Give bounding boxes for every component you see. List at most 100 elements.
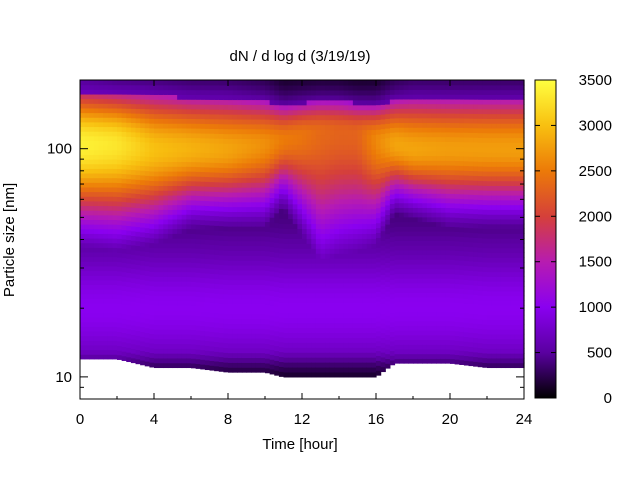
heatmap-cell [265,119,271,125]
heatmap-cell [380,216,386,222]
heatmap-cell [292,243,298,249]
heatmap-cell [154,142,160,148]
heatmap-cell [357,317,363,324]
heatmap-cell [103,326,109,332]
heatmap-cell [366,94,372,101]
heatmap-cell [348,104,354,111]
heatmap-cell [232,308,238,315]
heatmap-cell [103,126,109,132]
heatmap-cell [158,242,164,249]
heatmap-cell [334,297,340,304]
heatmap-cell [107,349,113,355]
heatmap-cell [154,309,160,316]
heatmap-cell [389,302,396,309]
heatmap-cell [265,201,271,208]
heatmap-cell [89,163,95,169]
heatmap-cell [362,258,368,264]
heatmap-cell [269,256,275,262]
heatmap-cell [436,353,442,359]
heatmap-cell [121,112,127,118]
heatmap-cell [228,240,234,247]
heatmap-cell [376,158,382,165]
heatmap-cell [246,143,252,149]
heatmap-cell [251,89,257,96]
heatmap-cell [269,128,275,135]
heatmap-cell [228,153,234,159]
heatmap-cell [186,132,192,139]
heatmap-cell [450,131,456,138]
heatmap-cell [394,212,400,218]
heatmap-cell [292,99,298,106]
heatmap-cell [140,326,146,333]
heatmap-cell [265,143,271,149]
heatmap-cell [302,307,308,314]
heatmap-cell [339,307,345,314]
heatmap-cell [315,159,322,165]
heatmap-cell [126,277,132,283]
heatmap-cell [218,298,224,304]
heatmap-cell [126,230,132,236]
heatmap-cell [426,344,433,350]
heatmap-cell [223,352,229,358]
heatmap-cell [89,159,95,165]
heatmap-cell [311,233,317,239]
heatmap-cell [232,89,238,96]
heatmap-cell [288,159,294,165]
heatmap-cell [343,174,349,180]
heatmap-cell [144,313,150,319]
heatmap-cell [80,261,86,267]
heatmap-cell [302,124,308,131]
heatmap-cell [228,299,234,305]
heatmap-cell [103,265,109,272]
heatmap-cell [394,306,400,312]
heatmap-cell [158,338,164,345]
heatmap-cell [237,235,243,242]
heatmap-cell [167,127,174,134]
heatmap-cell [422,292,428,298]
heatmap-cell [302,327,308,333]
heatmap-cell [422,179,428,185]
heatmap-cell [320,248,326,254]
heatmap-cell [218,337,224,343]
heatmap-cell [422,131,428,138]
heatmap-cell [121,313,127,319]
heatmap-cell [186,329,192,335]
heatmap-cell [191,108,197,115]
heatmap-cell [376,320,382,327]
heatmap-cell [246,187,252,193]
heatmap-cell [417,103,423,109]
heatmap-cell [343,139,349,145]
heatmap-cell [130,273,137,279]
heatmap-cell [320,292,326,299]
heatmap-cell [366,272,372,279]
heatmap-cell [107,344,113,351]
heatmap-cell [103,107,109,114]
heatmap-cell [431,146,437,152]
heatmap-cell [380,240,386,246]
heatmap-cell [436,315,442,322]
heatmap-cell [454,264,460,270]
heatmap-cell [348,371,354,378]
heatmap-cell [436,160,442,166]
heatmap-cell [144,84,150,91]
heatmap-cell [98,224,104,230]
heatmap-cell [385,108,391,115]
heatmap-cell [399,235,405,241]
heatmap-cell [98,247,104,253]
heatmap-cell [408,122,414,128]
heatmap-cell [454,113,460,119]
heatmap-cell [422,339,428,345]
heatmap-cell [232,303,238,310]
heatmap-cell [140,227,146,233]
heatmap-cell [255,191,261,198]
heatmap-cell [348,332,354,338]
heatmap-cell [431,113,437,119]
heatmap-cell [204,152,211,158]
heatmap-cell [348,292,354,299]
heatmap-cell [158,103,164,110]
heatmap-cell [339,243,345,249]
heatmap-cell [117,242,123,249]
heatmap-cell [348,263,354,269]
heatmap-cell [431,344,437,350]
heatmap-cell [320,218,326,225]
